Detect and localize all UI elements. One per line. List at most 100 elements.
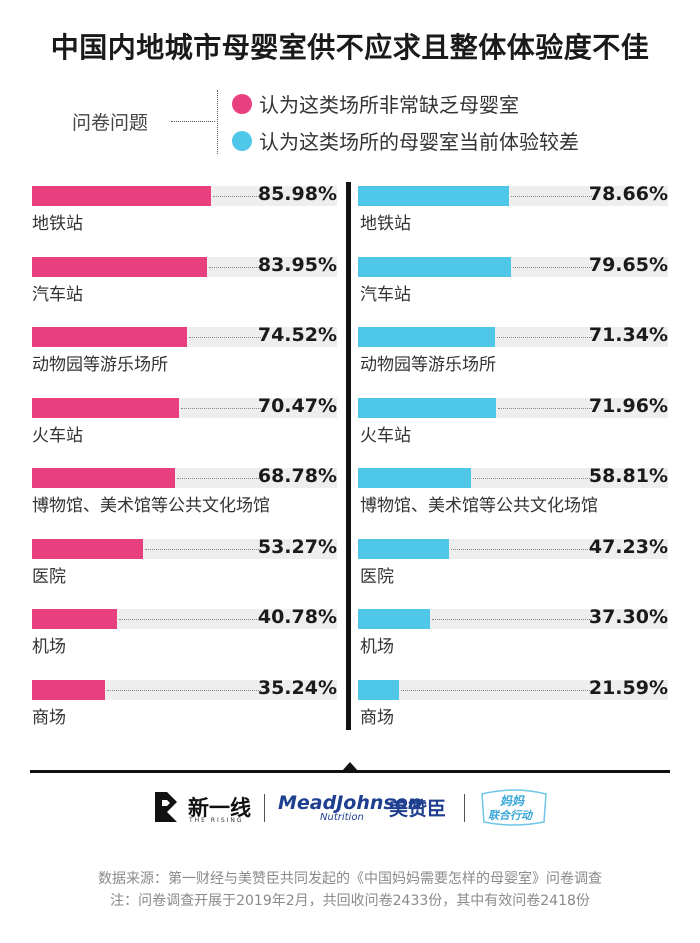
data-label: 85.98% — [257, 183, 337, 205]
bar-leader-line — [209, 267, 261, 268]
mama-logo-line1: 妈妈 — [500, 794, 525, 808]
bar-row — [32, 257, 337, 277]
category-label: 商场 — [32, 708, 66, 728]
logo-separator — [464, 794, 465, 822]
bar — [358, 539, 449, 559]
bar-row — [358, 680, 668, 700]
data-label: 70.47% — [257, 395, 337, 417]
category-label: 动物园等游乐场所 — [32, 355, 168, 375]
bar-leader-line — [511, 196, 592, 197]
bar — [358, 327, 495, 347]
bar — [358, 186, 509, 206]
bar — [358, 680, 399, 700]
center-divider — [346, 182, 351, 730]
bar — [358, 398, 496, 418]
category-label: 动物园等游乐场所 — [360, 355, 496, 375]
meizanchen-logo: 美赞臣 — [389, 798, 447, 820]
legend-swatch-shortage — [232, 93, 252, 114]
bar-row — [32, 468, 337, 488]
bar-leader-line — [513, 267, 592, 268]
bar-row — [32, 680, 337, 700]
data-label: 78.66% — [588, 183, 668, 205]
bar — [32, 186, 211, 206]
bar-leader-line — [145, 549, 261, 550]
mead-johnson-logo-sub: Nutrition — [320, 812, 364, 823]
xinyixian-logo-text: 新一线 — [188, 796, 251, 820]
bar-leader-line — [213, 196, 261, 197]
bar-row — [32, 398, 337, 418]
bar — [32, 398, 179, 418]
logo-row: 新一线 THE RISING MeadJohnson Nutrition 美赞臣… — [0, 788, 700, 828]
category-label: 博物馆、美术馆等公共文化场馆 — [360, 496, 598, 516]
bar-leader-line — [177, 478, 261, 479]
bar-row — [358, 468, 668, 488]
survey-note: 注：问卷调查开展于2019年2月，共回收问卷2433份，其中有效问卷2418份 — [110, 893, 590, 909]
data-label: 83.95% — [257, 254, 337, 276]
category-label: 机场 — [32, 637, 66, 657]
bar-row — [358, 257, 668, 277]
question-label: 问卷问题 — [72, 112, 149, 134]
bar-leader-line — [401, 690, 592, 691]
category-label: 汽车站 — [32, 285, 83, 305]
data-source: 数据来源：第一财经与美赞臣共同发起的《中国妈妈需要怎样的母婴室》问卷调查 — [98, 871, 602, 887]
category-label: 地铁站 — [360, 214, 411, 234]
bar-leader-line — [473, 478, 592, 479]
category-label: 博物馆、美术馆等公共文化场馆 — [32, 496, 270, 516]
data-label: 58.81% — [588, 465, 668, 487]
bar-leader-line — [498, 408, 592, 409]
bar-row — [32, 186, 337, 206]
legend-label-experience: 认为这类场所的母婴室当前体验较差 — [259, 130, 579, 154]
legend-swatch-experience — [232, 130, 252, 151]
data-label: 35.24% — [257, 677, 337, 699]
bar-row — [358, 398, 668, 418]
bar-leader-line — [181, 408, 261, 409]
bar-leader-line — [107, 690, 261, 691]
bar — [32, 539, 143, 559]
data-label: 37.30% — [588, 606, 668, 628]
category-label: 火车站 — [32, 426, 83, 446]
bar-row — [358, 327, 668, 347]
bar-leader-line — [451, 549, 592, 550]
legend-item-shortage: 认为这类场所非常缺乏母婴室 — [232, 89, 519, 118]
category-label: 医院 — [32, 567, 66, 587]
bar-leader-line — [432, 619, 592, 620]
bar-row — [32, 539, 337, 559]
category-label: 火车站 — [360, 426, 411, 446]
xinyixian-logo-mark — [155, 792, 177, 822]
data-label: 79.65% — [588, 254, 668, 276]
bar — [32, 680, 105, 700]
category-label: 商场 — [360, 708, 394, 728]
mama-alliance-logo: 妈妈 联合行动 — [481, 789, 547, 826]
mama-logo-line2: 联合行动 — [488, 809, 534, 822]
bar-leader-line — [119, 619, 261, 620]
bar-row — [32, 327, 337, 347]
legend-item-experience: 认为这类场所的母婴室当前体验较差 — [232, 126, 579, 155]
bar — [32, 327, 187, 347]
divider-pointer — [342, 762, 358, 771]
category-label: 地铁站 — [32, 214, 83, 234]
data-label: 71.96% — [588, 395, 668, 417]
bar — [358, 468, 471, 488]
bar-row — [358, 539, 668, 559]
data-label: 40.78% — [257, 606, 337, 628]
category-label: 医院 — [360, 567, 394, 587]
data-label: 53.27% — [257, 536, 337, 558]
category-label: 机场 — [360, 637, 394, 657]
xinyixian-logo-subtext: THE RISING — [189, 817, 244, 824]
data-label: 47.23% — [588, 536, 668, 558]
logo-separator — [264, 794, 265, 822]
category-label: 汽车站 — [360, 285, 411, 305]
bottom-divider — [30, 770, 670, 773]
data-label: 21.59% — [588, 677, 668, 699]
bar-leader-line — [497, 337, 592, 338]
bar — [32, 468, 175, 488]
bar-row — [358, 609, 668, 629]
question-connector — [171, 121, 215, 122]
chart-title: 中国内地城市母婴室供不应求且整体体验度不佳 — [50, 31, 650, 64]
bar — [32, 609, 117, 629]
bar-row — [358, 186, 668, 206]
bar — [358, 609, 430, 629]
data-label: 71.34% — [588, 324, 668, 346]
bar — [32, 257, 207, 277]
mead-johnson-logo: MeadJohnson — [278, 792, 422, 814]
